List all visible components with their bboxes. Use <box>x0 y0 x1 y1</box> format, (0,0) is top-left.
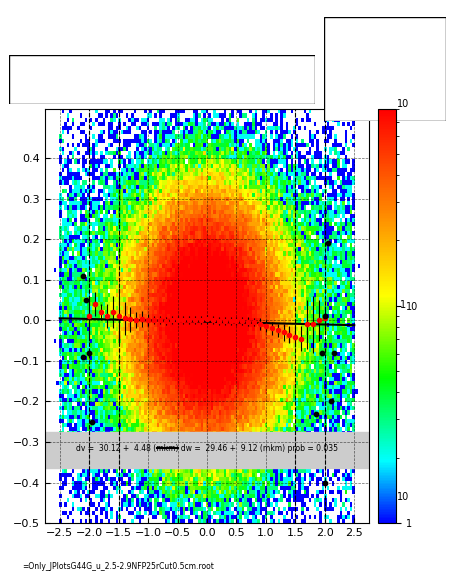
Text: 0.6607: 0.6607 <box>410 93 439 102</box>
Point <box>83 296 90 305</box>
Text: Mean x: Mean x <box>330 58 361 67</box>
Text: -0.0006312: -0.0006312 <box>392 75 439 84</box>
Point <box>80 352 87 362</box>
Point <box>321 312 328 321</box>
Text: 10: 10 <box>396 492 409 503</box>
Text: RMS x: RMS x <box>330 93 356 102</box>
Text: dv =  30.12 +  4.48 (mkm) dw =  29.46 +  9.12 (mkm) prob = 0.035: dv = 30.12 + 4.48 (mkm) dw = 29.46 + 9.1… <box>76 444 338 453</box>
Point <box>318 348 325 358</box>
Point <box>86 348 93 358</box>
Point <box>312 409 319 418</box>
Text: 1: 1 <box>400 300 406 310</box>
Point <box>321 478 328 487</box>
Point <box>80 271 87 280</box>
FancyBboxPatch shape <box>324 17 446 121</box>
Point <box>89 417 96 427</box>
Bar <box>45 432 369 469</box>
Text: 0.1641: 0.1641 <box>410 110 439 120</box>
Point <box>324 239 331 248</box>
Point <box>327 397 334 406</box>
Text: 221689: 221689 <box>408 40 439 49</box>
Text: Entries: Entries <box>330 40 360 49</box>
Text: Mean y: Mean y <box>330 75 361 84</box>
Text: =Only_JPlotsG44G_u_2.5-2.9NFP25rCut0.5cm.root: =Only_JPlotsG44G_u_2.5-2.9NFP25rCut0.5cm… <box>22 562 214 571</box>
Text: dvtvP7016: dvtvP7016 <box>356 30 414 40</box>
Point <box>330 348 337 358</box>
Text: <v - vP>    versus  tvP =>  dw for barrel 4, layer 7 ladder 16, all wafers: <v - vP> versus tvP => dw for barrel 4, … <box>15 72 289 80</box>
Text: -0.009489: -0.009489 <box>397 58 439 67</box>
FancyBboxPatch shape <box>9 55 315 104</box>
Text: RMS y: RMS y <box>330 110 356 120</box>
Text: 10: 10 <box>396 99 409 109</box>
